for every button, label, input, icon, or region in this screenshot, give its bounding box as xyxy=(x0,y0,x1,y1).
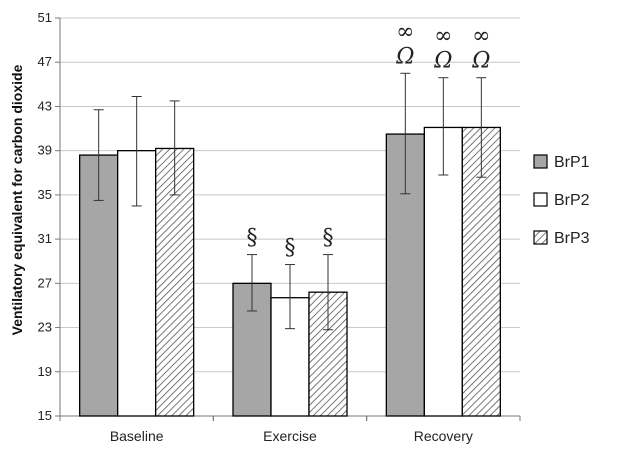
significance-annotations: § § §Ω∞Ω∞Ω∞ xyxy=(247,19,491,260)
y-tick-label: 35 xyxy=(38,187,52,202)
y-tick-label: 19 xyxy=(38,364,52,379)
x-tick-label: Exercise xyxy=(263,428,317,444)
y-tick-label: 47 xyxy=(38,54,52,69)
legend-label: BrP1 xyxy=(554,154,590,171)
legend: BrP1 BrP2 BrP3 xyxy=(533,154,590,247)
y-tick-label: 43 xyxy=(38,98,52,113)
legend-label: BrP3 xyxy=(554,230,590,247)
omega-annotation: Ω xyxy=(471,49,490,74)
legend-swatch xyxy=(533,192,548,207)
section-annotation: § xyxy=(285,236,296,261)
y-tick-label: 23 xyxy=(38,320,52,335)
infinity-annotation: ∞ xyxy=(396,19,414,44)
y-tick-label: 31 xyxy=(38,231,52,246)
section-annotation: § xyxy=(247,226,258,251)
x-tick-label: Baseline xyxy=(110,428,164,444)
legend-swatch xyxy=(533,154,548,169)
x-tick-label: Recovery xyxy=(414,428,473,444)
y-tick-label: 15 xyxy=(38,408,52,423)
omega-annotation: Ω xyxy=(433,49,452,74)
error-bars xyxy=(93,72,487,331)
legend-label: BrP2 xyxy=(554,192,590,209)
omega-annotation: Ω xyxy=(395,44,414,69)
infinity-annotation: ∞ xyxy=(434,24,452,49)
y-tick-label: 51 xyxy=(38,10,52,25)
bar xyxy=(461,126,501,417)
y-tick-label: 39 xyxy=(38,143,52,158)
y-axis-title: Ventilatory equivalent for carbon dioxid… xyxy=(9,64,25,335)
y-tick-label: 27 xyxy=(38,275,52,290)
section-annotation: § xyxy=(323,226,334,251)
legend-swatch xyxy=(533,230,548,245)
infinity-annotation: ∞ xyxy=(472,24,490,49)
